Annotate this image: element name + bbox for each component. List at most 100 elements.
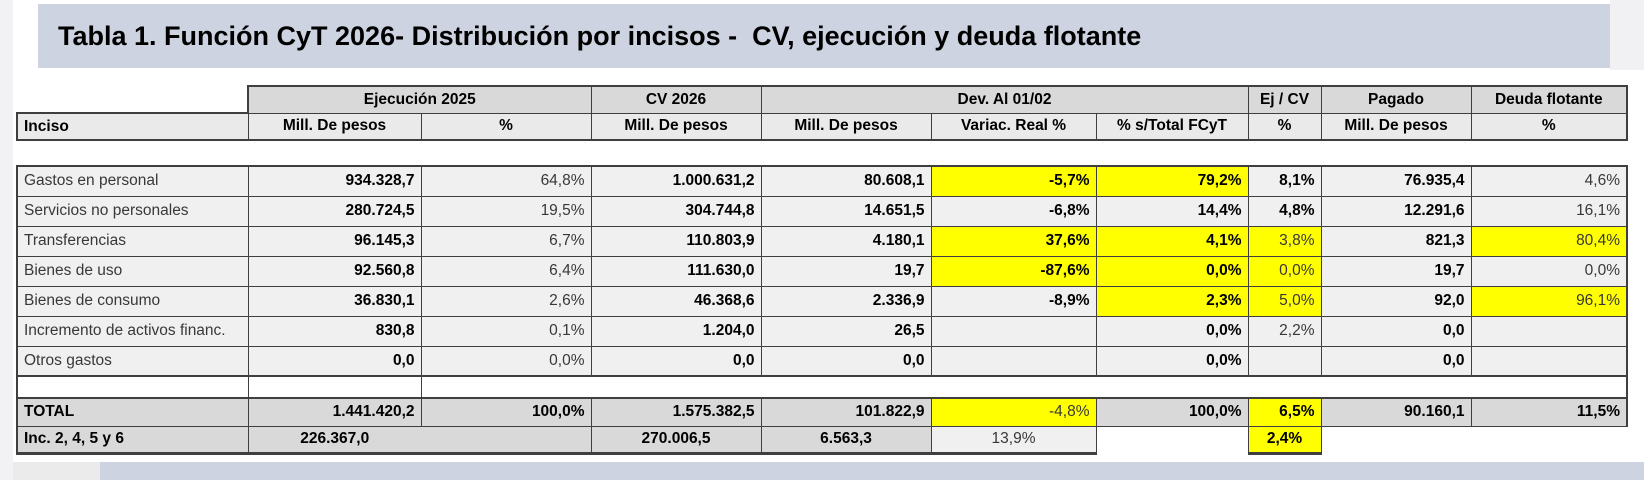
cell: 101.822,9 (760, 397, 932, 427)
spacer-cell (17, 140, 248, 166)
spacer-row (16, 376, 1629, 398)
cell: 0,0% (1095, 345, 1249, 377)
bottom-strip-gray (13, 462, 100, 480)
spacer-cell (761, 376, 931, 398)
spacer-cell (761, 140, 931, 166)
cell: 90.160,1 (1320, 397, 1472, 427)
spacer-cell (420, 376, 592, 398)
cell (1096, 426, 1248, 453)
total-row: TOTAL 1.441.420,2 100,0% 1.575.382,5 101.822… (16, 397, 1629, 427)
cell (1247, 345, 1322, 377)
bottom-strip (100, 462, 1644, 480)
cell: 12.291,6 (1320, 195, 1472, 227)
row-gastos-en-personal: Gastos en personal 934.328,7 64,8% 1.000.63… (16, 165, 1629, 197)
group-header-row: Ejecución 2025 CV 2026 Dev. Al 01/02 Ej / C… (17, 85, 1629, 114)
group-header: Deuda flotante (1470, 85, 1629, 114)
group-header: Ej / CV (1247, 85, 1322, 114)
spacer-row (17, 140, 1627, 166)
cell: -5,7% (930, 165, 1097, 197)
cell: 1.204,0 (590, 315, 762, 347)
group-header: Dev. Al 01/02 (760, 85, 1249, 114)
cell: 19,7 (760, 255, 932, 287)
cell (930, 345, 1097, 377)
cell: 304.744,8 (590, 195, 762, 227)
cell: 13,9% (930, 425, 1097, 455)
cell: 64,8% (420, 165, 592, 197)
cell: 280.724,5 (247, 195, 422, 227)
cell: 0,0% (420, 345, 592, 377)
cell: 0,0% (1095, 315, 1249, 347)
cell: 2.336,9 (760, 285, 932, 317)
cell: 4.180,1 (760, 225, 932, 257)
column-header: Variac. Real % (930, 112, 1097, 141)
cell: 0,0% (1095, 255, 1249, 287)
cell (1470, 315, 1629, 347)
spacer-cell (16, 376, 248, 398)
row-otros-gastos: Otros gastos 0,0 0,0% 0,0 0,0 0,0% 0,0 (16, 345, 1629, 377)
row-label: Bienes de uso (16, 255, 249, 287)
column-header: Mill. De pesos (590, 112, 762, 141)
cell: -87,6% (930, 255, 1097, 287)
cell: 6.563,3 (760, 425, 932, 455)
cell: 1.441.420,2 (247, 397, 422, 427)
cell: 92.560,8 (247, 255, 422, 287)
cell: 2,6% (420, 285, 592, 317)
spacer-cell (1321, 140, 1471, 166)
cell: 110.803,9 (590, 225, 762, 257)
cell: 6,4% (420, 255, 592, 287)
cell: 79,2% (1095, 165, 1249, 197)
cell: 8,1% (1247, 165, 1322, 197)
column-header: Mill. De pesos (760, 112, 932, 141)
cell: 11,5% (1470, 397, 1629, 427)
spacer-cell (1471, 140, 1627, 166)
row-label: Incremento de activos financ. (16, 315, 249, 347)
row-incremento-activos-financ: Incremento de activos financ. 830,8 0,1% 1.… (16, 315, 1629, 347)
cell: 4,6% (1470, 165, 1629, 197)
cell: 14.651,5 (760, 195, 932, 227)
cell: 96.145,3 (247, 225, 422, 257)
cell (421, 425, 592, 455)
row-label: Servicios no personales (16, 195, 249, 227)
cell: 226.367,0 (247, 425, 422, 455)
cell: 3,8% (1247, 225, 1322, 257)
column-header: % (1247, 112, 1322, 141)
column-header: Mill. De pesos (247, 112, 422, 141)
spacer-cell (248, 140, 421, 166)
cell: 934.328,7 (247, 165, 422, 197)
spacer-cell (1321, 376, 1471, 398)
cell: 0,0 (247, 345, 422, 377)
cell: -6,8% (930, 195, 1097, 227)
cell: 92,0 (1320, 285, 1472, 317)
row-bienes-de-consumo: Bienes de consumo 36.830,1 2,6% 46.368,6 2.3… (16, 285, 1629, 317)
row-label: TOTAL (16, 397, 249, 427)
cell: -4,8% (930, 397, 1097, 427)
cell: 4,1% (1095, 225, 1249, 257)
spacer-cell (1471, 376, 1629, 398)
cell: 0,0 (1320, 345, 1472, 377)
spacer-cell (931, 376, 1096, 398)
cell: 4,8% (1247, 195, 1322, 227)
cell: -8,9% (930, 285, 1097, 317)
cell: 16,1% (1470, 195, 1629, 227)
cell: 100,0% (1095, 397, 1249, 427)
cell: 37,6% (930, 225, 1097, 257)
cell: 14,4% (1095, 195, 1249, 227)
spacer-cell (1096, 140, 1248, 166)
row-servicios-no-personales: Servicios no personales 280.724,5 19,5% 304… (16, 195, 1629, 227)
row-label: Inc. 2, 4, 5 y 6 (16, 425, 249, 455)
corner-ghost-cell (17, 86, 248, 113)
cell: 0,0% (1247, 255, 1322, 287)
row-label: Bienes de consumo (16, 285, 249, 317)
cell: 46.368,6 (590, 285, 762, 317)
cell: 26,5 (760, 315, 932, 347)
cell: 5,0% (1247, 285, 1322, 317)
cell: 80.608,1 (760, 165, 932, 197)
group-header: Ejecución 2025 (246, 85, 592, 114)
cell: 111.630,0 (590, 255, 762, 287)
column-header: % s/Total FCyT (1095, 112, 1249, 141)
cell: 0,1% (420, 315, 592, 347)
cell: 0,0% (1470, 255, 1629, 287)
page-title: Tabla 1. Función CyT 2026- Distribución … (58, 20, 1142, 51)
cell: 19,5% (420, 195, 592, 227)
column-header: % (420, 112, 592, 141)
